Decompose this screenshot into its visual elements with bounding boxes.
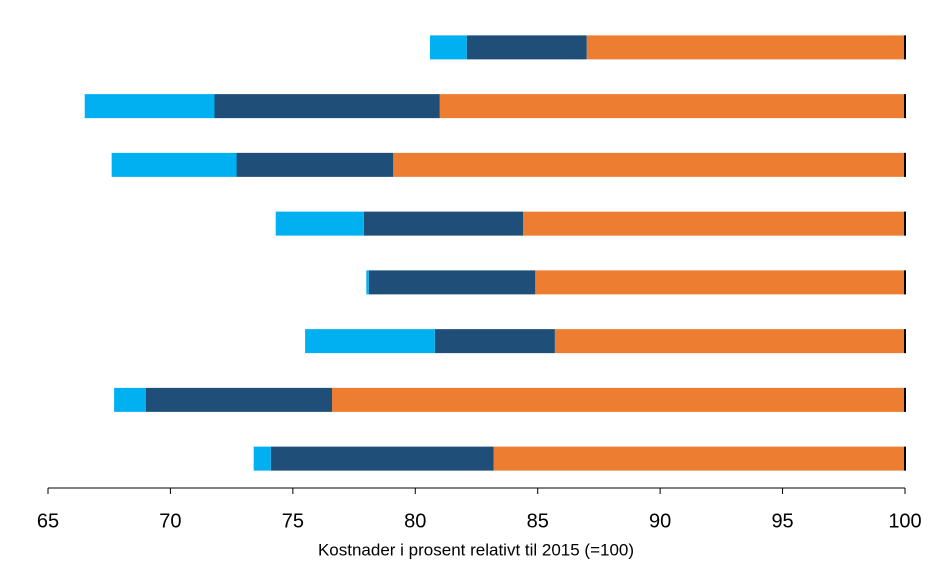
- x-tick-label: 70: [159, 510, 181, 532]
- x-tick-label: 80: [404, 510, 426, 532]
- bar-segment: [439, 94, 905, 119]
- bar-segment: [366, 270, 369, 295]
- bar-segment: [434, 329, 555, 354]
- x-tick-label: 90: [649, 510, 671, 532]
- bar-segment: [332, 387, 905, 412]
- bar-segment: [535, 270, 905, 295]
- bar-segment: [270, 446, 494, 471]
- bar-segment: [253, 446, 271, 471]
- x-tick-label: 100: [888, 510, 921, 532]
- x-tick-label: 75: [282, 510, 304, 532]
- bar-segment: [429, 35, 467, 60]
- x-axis-title: Kostnader i prosent relativt til 2015 (=…: [318, 540, 634, 559]
- x-tick-label: 65: [37, 510, 59, 532]
- bar-segment: [393, 152, 905, 177]
- bar-segment: [493, 446, 905, 471]
- bar-segment: [368, 270, 536, 295]
- x-tick-label: 85: [527, 510, 549, 532]
- x-tick-label: 95: [771, 510, 793, 532]
- bar-segment: [236, 152, 394, 177]
- bar-segment: [363, 211, 524, 236]
- bar-segment: [84, 94, 215, 119]
- bar-segment: [305, 329, 435, 354]
- bar-segment: [523, 211, 905, 236]
- bar-segment: [554, 329, 905, 354]
- bar-segment: [111, 152, 237, 177]
- bar-segment: [466, 35, 587, 60]
- bar-segment: [145, 387, 333, 412]
- bar-segment: [586, 35, 905, 60]
- bar-segment: [214, 94, 440, 119]
- bar-segment: [114, 387, 146, 412]
- bar-segment: [275, 211, 364, 236]
